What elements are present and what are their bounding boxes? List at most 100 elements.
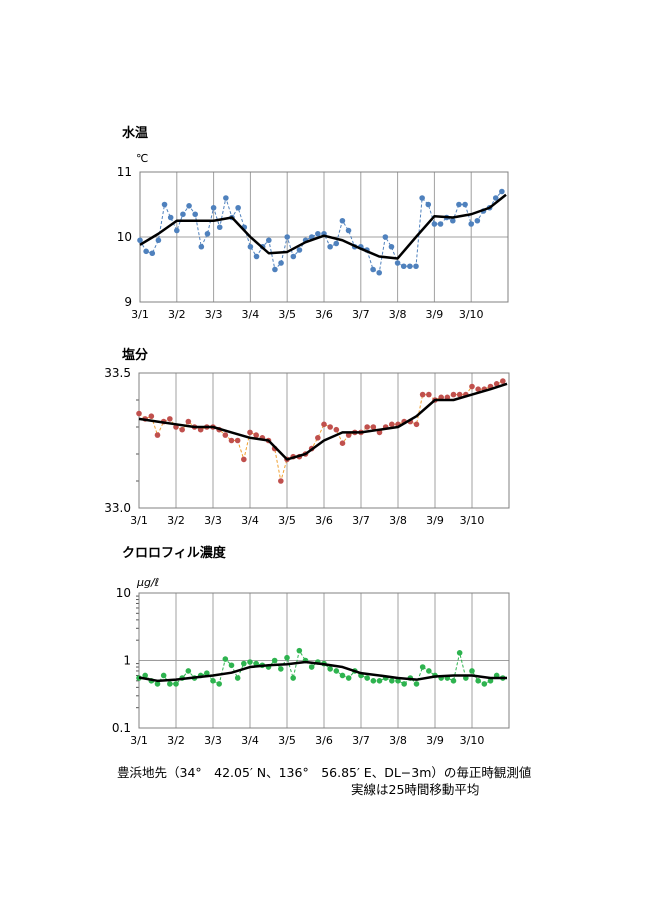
observed-point (308, 664, 315, 670)
observed-point (223, 195, 229, 201)
observed-point (364, 675, 370, 681)
x-tick-label: 3/10 (460, 734, 485, 747)
y-tick-label: 33.5 (104, 366, 131, 380)
observed-point (179, 426, 185, 433)
x-tick-label: 3/10 (459, 308, 484, 321)
observed-point (475, 386, 481, 393)
moving-average-line (139, 193, 507, 260)
observed-point (370, 266, 376, 273)
x-tick-label: 3/4 (242, 308, 260, 321)
y-tick-label: 33.0 (104, 501, 131, 515)
observed-point (469, 383, 475, 390)
x-tick-label: 3/9 (426, 734, 444, 747)
observed-point (345, 227, 352, 234)
chart-title-salinity: 塩分 (122, 348, 149, 363)
observed-point (204, 230, 211, 237)
observed-point (142, 672, 148, 679)
observed-point (456, 650, 463, 656)
observed-point (382, 234, 389, 240)
x-tick-label: 3/5 (278, 308, 296, 321)
x-tick-label: 3/9 (426, 514, 444, 527)
observed-point (266, 237, 272, 244)
x-tick-label: 3/6 (315, 514, 333, 527)
observed-point (247, 659, 253, 665)
plot-area-temperature (139, 171, 509, 303)
observed-point (137, 237, 143, 244)
observed-point (431, 221, 438, 227)
observed-point (154, 432, 161, 438)
observed-point (370, 678, 377, 684)
observed-point (437, 221, 444, 227)
observed-point (394, 260, 401, 266)
y-tick-label: 10 (117, 230, 132, 244)
observed-point (148, 413, 155, 420)
observed-point (186, 203, 192, 209)
observed-point (462, 201, 468, 208)
observed-point (278, 260, 284, 266)
y-tick-label: 0.1 (112, 721, 131, 735)
observed-point (136, 410, 142, 417)
x-tick-label: 3/4 (241, 734, 259, 747)
x-tick-label: 3/2 (168, 308, 186, 321)
y-tick-label: 10 (116, 586, 131, 600)
x-tick-label: 3/3 (204, 734, 222, 747)
observed-point (333, 240, 340, 247)
observed-point (222, 656, 229, 662)
observed-point (143, 248, 149, 255)
observed-point (290, 675, 296, 681)
observed-point (474, 217, 481, 224)
x-tick-label: 3/2 (167, 514, 185, 527)
observed-point (296, 647, 303, 654)
observed-point (400, 263, 407, 270)
observed-point (174, 227, 180, 234)
observed-point (167, 416, 173, 422)
observed-point (160, 672, 167, 679)
observed-point (389, 421, 395, 428)
plot-area-chlorophyll (138, 592, 510, 729)
chart-title-chlorophyll: クロロフィル濃度 (122, 546, 226, 561)
observed-point (327, 424, 333, 430)
observed-point (413, 681, 420, 687)
observed-point (500, 378, 506, 384)
observed-point (388, 243, 395, 250)
observed-point (389, 678, 395, 684)
observed-point (321, 421, 327, 428)
observed-point (444, 394, 451, 401)
observed-point (198, 243, 205, 250)
observed-point (278, 478, 284, 484)
x-tick-label: 3/1 (131, 308, 149, 321)
observed-point (210, 204, 217, 211)
observed-point (204, 670, 210, 676)
caption-line-1: 豊浜地先（34° 42.05′ N、136° 56.85′ E、DL−3m）の毎… (117, 765, 532, 780)
x-tick-label: 3/7 (352, 308, 370, 321)
observed-point (241, 456, 247, 463)
observed-point (154, 681, 161, 687)
observed-point (228, 437, 235, 444)
observed-point (333, 426, 340, 433)
observed-point (173, 681, 179, 687)
observed-point (413, 421, 420, 428)
y-unit-temperature: ℃ (136, 152, 149, 165)
observed-point (216, 224, 223, 231)
observed-point (438, 394, 444, 401)
observed-point (234, 675, 241, 681)
observed-point (456, 391, 463, 398)
observed-point (278, 666, 284, 672)
observed-point (401, 681, 407, 687)
observed-point (210, 678, 216, 684)
observed-point (253, 253, 260, 260)
observed-point (296, 247, 303, 253)
observed-point (271, 657, 278, 664)
observed-point (450, 391, 457, 398)
observed-point (469, 668, 475, 674)
moving-average-line (138, 382, 508, 461)
observed-point (315, 435, 321, 441)
observed-point (180, 211, 186, 218)
observed-point (364, 424, 370, 430)
x-tick-label: 3/7 (352, 514, 370, 527)
observed-point (376, 678, 383, 684)
observed-point (272, 266, 278, 273)
observed-point (333, 668, 340, 674)
y-unit-chlorophyll: μg/ℓ (137, 576, 160, 589)
observed-point (345, 675, 352, 681)
